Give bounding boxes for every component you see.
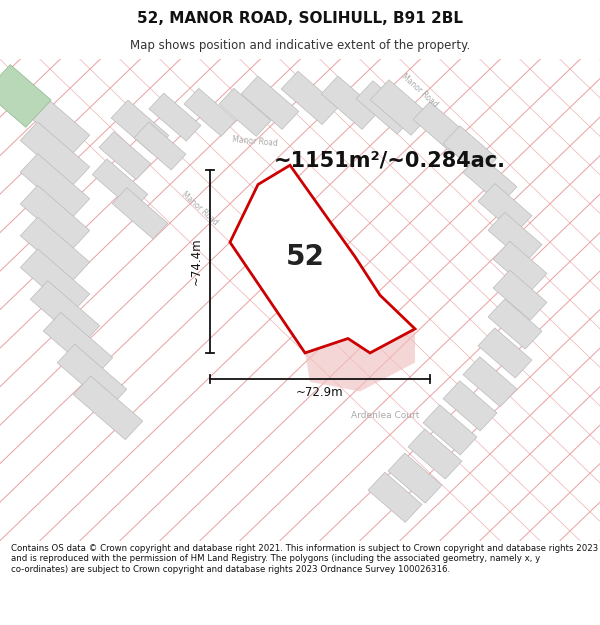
Bar: [388, 453, 442, 503]
Text: Ardenlea Court: Ardenlea Court: [351, 411, 419, 420]
Bar: [443, 381, 497, 431]
Bar: [20, 249, 90, 312]
Bar: [443, 126, 497, 176]
Bar: [43, 312, 113, 376]
Bar: [413, 102, 467, 152]
Bar: [463, 357, 517, 407]
Text: ~1151m²/~0.284ac.: ~1151m²/~0.284ac.: [274, 151, 506, 171]
Bar: [20, 90, 90, 154]
Text: Manor Road: Manor Road: [180, 190, 220, 228]
Polygon shape: [230, 165, 415, 353]
Bar: [478, 328, 532, 378]
Bar: [408, 429, 462, 479]
Bar: [423, 405, 477, 455]
Bar: [219, 88, 271, 136]
Bar: [356, 81, 414, 134]
Bar: [73, 376, 143, 439]
Text: 52: 52: [286, 242, 325, 271]
Bar: [92, 159, 148, 210]
Text: Manor Road: Manor Road: [400, 71, 440, 109]
Bar: [149, 93, 201, 141]
Text: Map shows position and indicative extent of the property.: Map shows position and indicative extent…: [130, 39, 470, 52]
Text: Contains OS data © Crown copyright and database right 2021. This information is : Contains OS data © Crown copyright and d…: [11, 544, 598, 574]
Bar: [20, 122, 90, 186]
Bar: [30, 281, 100, 344]
Bar: [368, 472, 422, 522]
Bar: [99, 132, 151, 179]
Bar: [493, 241, 547, 291]
Bar: [488, 213, 542, 262]
Bar: [321, 76, 379, 129]
Bar: [20, 154, 90, 218]
Bar: [57, 344, 127, 408]
Bar: [111, 100, 169, 153]
Text: 52, MANOR ROAD, SOLIHULL, B91 2BL: 52, MANOR ROAD, SOLIHULL, B91 2BL: [137, 11, 463, 26]
Bar: [184, 88, 236, 136]
Bar: [493, 270, 547, 320]
Bar: [370, 80, 430, 135]
Polygon shape: [305, 257, 415, 391]
Bar: [20, 217, 90, 281]
Bar: [241, 76, 299, 129]
Text: Manor Road: Manor Road: [232, 135, 278, 148]
Bar: [112, 188, 168, 239]
Bar: [281, 71, 339, 124]
Bar: [0, 64, 51, 128]
Text: ~72.9m: ~72.9m: [296, 386, 344, 399]
Bar: [134, 122, 186, 170]
Bar: [20, 186, 90, 249]
Bar: [463, 154, 517, 205]
Text: ~74.4m: ~74.4m: [190, 238, 203, 285]
Bar: [478, 184, 532, 234]
Bar: [488, 299, 542, 349]
